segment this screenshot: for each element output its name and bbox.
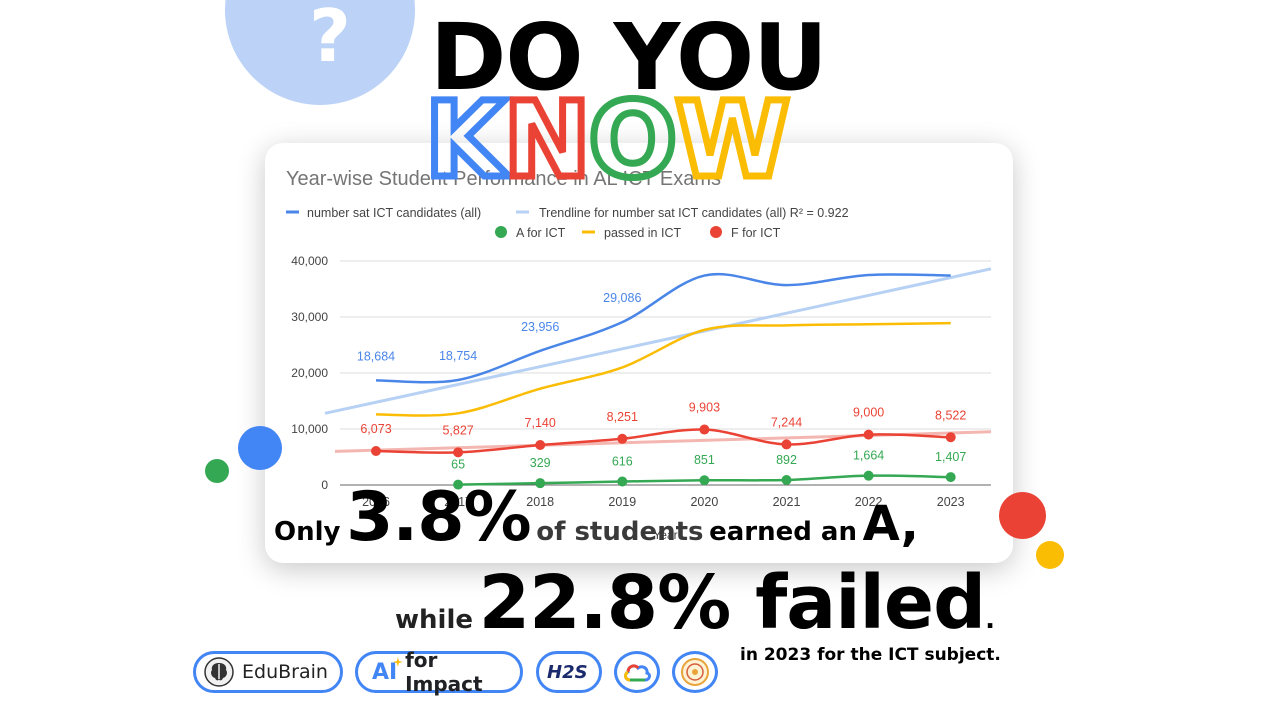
ai-for-impact-logo: AI for Impact bbox=[355, 648, 523, 696]
edubrain-label: EduBrain bbox=[242, 661, 328, 683]
x-tick-2019: 2019 bbox=[608, 495, 636, 509]
data-label-3-2018: 7,140 bbox=[525, 416, 556, 430]
stat-earned-an: earned an bbox=[709, 517, 857, 547]
brain-icon bbox=[204, 657, 234, 687]
series-1-point-2017 bbox=[453, 479, 464, 490]
x-tick-2021: 2021 bbox=[773, 495, 801, 509]
series-1-point-2022 bbox=[863, 470, 874, 481]
series-3-point-2019 bbox=[617, 433, 628, 444]
data-label-1-2020: 851 bbox=[694, 453, 715, 467]
series-3-point-2017 bbox=[453, 447, 464, 458]
series-3-point-2022 bbox=[863, 429, 874, 440]
stat-period: . bbox=[985, 605, 995, 635]
legend-label-trendline: Trendline for number sat ICT candidates … bbox=[539, 206, 849, 220]
edubrain-logo: EduBrain bbox=[193, 651, 343, 693]
legend-swatch-a-grade bbox=[495, 226, 507, 238]
sparkle-icon bbox=[393, 657, 404, 667]
question-mark: ? bbox=[309, 0, 351, 78]
decor-dot-green bbox=[205, 459, 229, 483]
data-label-1-2018: 329 bbox=[530, 456, 551, 470]
series-1-point-2021 bbox=[781, 475, 792, 486]
data-label-0-2018: 23,956 bbox=[521, 320, 559, 334]
data-label-0-2017: 18,754 bbox=[439, 349, 477, 363]
performance-line-chart: Year-wise Student Performance in AL ICT … bbox=[286, 168, 992, 542]
series-3-point-2021 bbox=[781, 439, 792, 450]
x-tick-2018: 2018 bbox=[526, 495, 554, 509]
stat-a-percent: 3.8% bbox=[346, 478, 532, 557]
x-tick-2023: 2023 bbox=[937, 495, 965, 509]
headline-letter-n: N bbox=[500, 79, 594, 201]
x-axis-title: Year bbox=[653, 528, 677, 542]
stat-note: in 2023 for the ICT subject. bbox=[740, 645, 1001, 665]
stat-only: Only bbox=[274, 517, 341, 547]
decor-dot-red bbox=[999, 492, 1046, 539]
series-line-0 bbox=[375, 272, 951, 384]
legend-label-f-grade: F for ICT bbox=[731, 226, 781, 240]
stat-of-students: of students bbox=[536, 517, 704, 547]
data-label-3-2020: 9,903 bbox=[689, 401, 720, 415]
y-tick-2: 20,000 bbox=[291, 366, 328, 380]
headline-letter-k: K bbox=[422, 79, 510, 201]
chart-title: Year-wise Student Performance in AL ICT … bbox=[286, 168, 721, 190]
trendline-candidates bbox=[324, 267, 992, 415]
series-1-point-2023 bbox=[945, 472, 956, 483]
h2s-label: H2S bbox=[547, 661, 588, 683]
x-tick-2016: 2016 bbox=[362, 495, 390, 509]
data-label-1-2017: 65 bbox=[451, 458, 465, 472]
data-label-1-2023: 1,407 bbox=[935, 450, 966, 464]
y-tick-3: 30,000 bbox=[291, 310, 328, 324]
data-label-3-2021: 7,244 bbox=[771, 415, 802, 429]
data-label-3-2019: 8,251 bbox=[607, 410, 638, 424]
stat-failed: while 22.8% failed. bbox=[395, 560, 995, 646]
headline-letter-o: O bbox=[585, 79, 680, 201]
series-3-point-2016 bbox=[371, 445, 381, 456]
google-cloud-logo bbox=[614, 651, 660, 693]
headline-know: KNOW bbox=[422, 85, 794, 196]
data-label-1-2021: 892 bbox=[776, 453, 797, 467]
headline-do-you: DO YOU bbox=[430, 4, 828, 111]
legend-label-passed: passed in ICT bbox=[604, 226, 681, 240]
h2s-logo: H2S bbox=[536, 651, 602, 693]
data-label-3-2022: 9,000 bbox=[853, 406, 884, 420]
badge-logo bbox=[672, 651, 718, 693]
headline-letter-w: W bbox=[672, 79, 794, 201]
series-1-point-2020 bbox=[699, 475, 710, 486]
stat-fail-percent: 22.8% failed bbox=[478, 560, 987, 646]
y-tick-0: 0 bbox=[321, 478, 328, 492]
data-label-0-2019: 29,086 bbox=[603, 291, 641, 305]
x-tick-2020: 2020 bbox=[690, 495, 718, 509]
data-label-1-2022: 1,664 bbox=[853, 449, 884, 463]
series-1-point-2019 bbox=[617, 476, 628, 487]
emblem-icon bbox=[681, 658, 709, 686]
ai-for-impact-label: for Impact bbox=[405, 648, 483, 696]
cloud-icon bbox=[624, 664, 651, 682]
ai-mark: AI bbox=[372, 659, 398, 685]
series-line-3 bbox=[375, 428, 951, 454]
x-tick-2022: 2022 bbox=[855, 495, 883, 509]
series-3-point-2018 bbox=[535, 440, 546, 451]
decor-dot-yellow bbox=[1036, 541, 1064, 569]
stat-while: while bbox=[395, 605, 473, 635]
stat-a-grade: Only 3.8% of students earned an A, bbox=[274, 478, 919, 557]
legend-label-candidates: number sat ICT candidates (all) bbox=[307, 206, 481, 220]
legend-swatch-f-grade bbox=[710, 226, 722, 238]
y-tick-1: 10,000 bbox=[291, 422, 328, 436]
chart-card bbox=[265, 143, 1013, 563]
decor-dot-blue bbox=[238, 426, 282, 470]
series-3-point-2023 bbox=[945, 432, 956, 443]
legend-label-a-grade: A for ICT bbox=[516, 226, 566, 240]
y-tick-4: 40,000 bbox=[291, 254, 328, 268]
series-1-point-2018 bbox=[535, 478, 546, 489]
series-3-point-2020 bbox=[699, 424, 710, 435]
stat-grade-a: A, bbox=[862, 496, 919, 552]
data-label-3-2017: 5,827 bbox=[442, 423, 473, 437]
series-line-2 bbox=[375, 321, 951, 417]
data-label-1-2019: 616 bbox=[612, 455, 633, 469]
data-label-0-2016: 18,684 bbox=[357, 349, 395, 363]
data-label-3-2023: 8,522 bbox=[935, 408, 966, 422]
x-tick-2017: 2017 bbox=[444, 495, 472, 509]
data-label-3-2016: 6,073 bbox=[360, 422, 391, 436]
